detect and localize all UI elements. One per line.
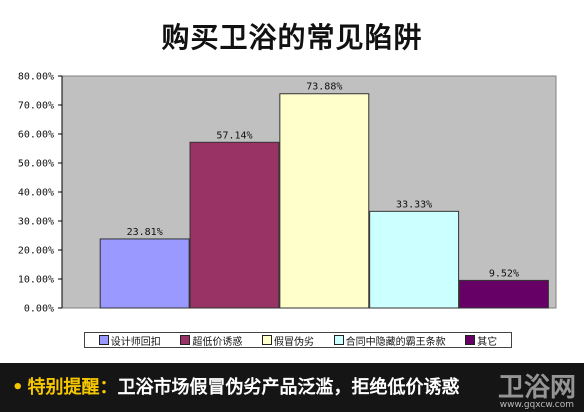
- bar-data-label: 57.14%: [216, 130, 252, 141]
- bar: [458, 279, 549, 309]
- legend-swatch: [261, 335, 272, 345]
- legend-swatch: [333, 335, 344, 345]
- bar-data-label: 9.52%: [489, 268, 519, 279]
- bar: [99, 238, 190, 309]
- bar-data-label: 73.88%: [306, 82, 342, 93]
- legend-item: 合同中隐藏的霸王条款: [333, 333, 446, 348]
- watermark-logo: 卫浴网: [497, 373, 576, 403]
- y-tick-label: 40.00%: [18, 188, 54, 199]
- chart-legend: 设计师回扣 超低价诱惑 假冒伪劣 合同中隐藏的霸王条款 其它: [84, 332, 512, 348]
- reminder-text: • 特别提醒：卫浴市场假冒伪劣产品泛滥，拒绝低价诱惑: [12, 373, 460, 399]
- legend-label: 超低价诱惑: [192, 336, 243, 348]
- legend-item: 假冒伪劣: [261, 333, 314, 348]
- bar-data-label: 33.33%: [396, 199, 432, 210]
- legend-swatch: [98, 335, 109, 345]
- y-tick-label: 80.00%: [18, 72, 54, 83]
- y-tick-label: 60.00%: [18, 130, 54, 141]
- legend-item: 设计师回扣: [98, 333, 161, 348]
- bar: [369, 210, 460, 309]
- y-tick-label: 50.00%: [18, 159, 54, 170]
- legend-label: 假冒伪劣: [273, 336, 314, 348]
- legend-label: 其它: [477, 336, 498, 348]
- legend-swatch: [465, 335, 476, 345]
- watermark-url: www.gqxcw.com: [499, 400, 574, 410]
- bar: [279, 93, 370, 309]
- bar-data-label: 23.81%: [127, 227, 163, 238]
- chart-svg: 0.00% 10.00% 20.00% 30.00% 40.00% 50.00% 60.00…: [18, 72, 557, 315]
- bullet-icon: •: [12, 377, 24, 398]
- reminder-label: 特别提醒：: [27, 377, 118, 398]
- y-tick-label: 20.00%: [18, 246, 54, 257]
- chart-title: 购买卫浴的常见陷阱: [161, 21, 423, 54]
- y-tick-label: 70.00%: [18, 101, 54, 112]
- legend-label: 设计师回扣: [110, 336, 161, 348]
- reminder-message: 卫浴市场假冒伪劣产品泛滥，拒绝低价诱惑: [117, 377, 460, 398]
- bar-chart: 0.00% 10.00% 20.00% 30.00% 40.00% 50.00% 60.00…: [0, 64, 584, 354]
- reminder-banner: • 特别提醒：卫浴市场假冒伪劣产品泛滥，拒绝低价诱惑 卫浴网 www.gqxcw.…: [0, 363, 584, 412]
- y-tick-label: 0.00%: [24, 304, 54, 315]
- legend-item: 超低价诱惑: [180, 333, 242, 348]
- legend-swatch: [180, 335, 191, 345]
- y-tick-label: 30.00%: [18, 217, 54, 228]
- bar: [189, 141, 280, 309]
- y-tick-label: 10.00%: [18, 275, 54, 286]
- legend-label: 合同中隐藏的霸王条款: [345, 336, 446, 348]
- legend-item: 其它: [465, 333, 497, 348]
